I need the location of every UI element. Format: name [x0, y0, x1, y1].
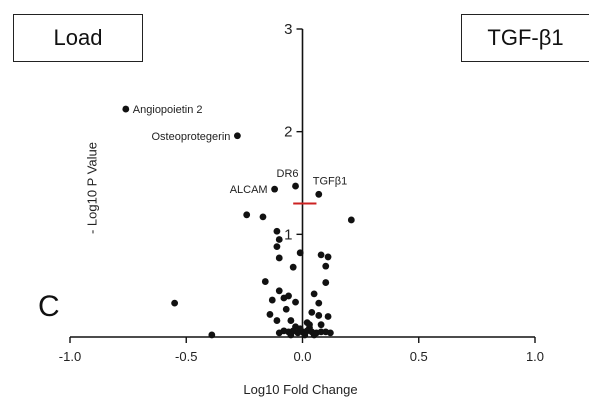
data-point — [315, 190, 323, 198]
data-point-label: Angiopoietin 2 — [133, 104, 203, 116]
data-point-label: ALCAM — [230, 184, 268, 196]
data-point — [122, 105, 130, 113]
x-tick-label: 0.0 — [293, 349, 311, 364]
data-point — [234, 132, 241, 140]
data-point — [273, 317, 281, 324]
data-point — [266, 311, 274, 318]
data-point — [292, 182, 299, 190]
data-point — [273, 243, 281, 251]
data-point — [268, 296, 276, 304]
data-point — [322, 279, 330, 286]
data-point — [282, 305, 290, 313]
data-point — [308, 308, 316, 316]
data-point — [301, 331, 309, 339]
data-point — [315, 312, 323, 319]
data-point — [327, 329, 334, 337]
data-point — [275, 287, 283, 295]
data-point — [271, 185, 278, 193]
y-axis-label: - Log10 P Value — [84, 141, 100, 235]
data-point — [310, 290, 318, 298]
data-point — [259, 213, 267, 221]
x-tick-label: -1.0 — [59, 349, 81, 364]
data-point — [261, 278, 269, 285]
data-point — [285, 292, 292, 300]
data-point — [317, 328, 325, 336]
load-label-box: Load — [13, 14, 143, 62]
data-point — [324, 253, 332, 261]
y-tick-label: 2 — [284, 124, 292, 141]
panel-letter: C — [38, 290, 60, 323]
data-point — [296, 249, 304, 257]
data-point — [317, 321, 325, 329]
data-point — [275, 236, 283, 243]
data-point — [306, 321, 313, 329]
data-point — [324, 313, 332, 320]
x-tick-label: -0.5 — [175, 349, 197, 364]
data-point — [275, 329, 283, 337]
data-point — [317, 251, 325, 259]
data-point — [347, 216, 355, 224]
data-point — [287, 317, 295, 324]
tgf-beta1-label-box: TGF-β1 — [461, 14, 589, 62]
data-point — [322, 262, 330, 270]
data-point-label: Osteoprotegerin — [152, 131, 231, 143]
data-point — [208, 331, 216, 339]
data-point — [171, 299, 179, 307]
y-tick-label: 1 — [284, 226, 292, 243]
x-axis-label: Log10 Fold Change — [243, 382, 358, 397]
data-point — [287, 331, 295, 339]
data-point — [296, 325, 304, 333]
data-point — [289, 263, 297, 271]
data-point-label: DR6 — [277, 168, 299, 180]
data-point — [275, 254, 283, 262]
x-tick-label: 0.5 — [410, 349, 428, 364]
y-tick-label: 3 — [284, 21, 292, 38]
data-point — [292, 298, 299, 306]
data-point — [315, 299, 323, 307]
data-point-label: TGFβ1 — [313, 175, 347, 187]
data-point — [243, 211, 251, 219]
data-point — [310, 331, 318, 339]
data-point — [273, 227, 281, 235]
x-tick-label: 1.0 — [526, 349, 544, 364]
